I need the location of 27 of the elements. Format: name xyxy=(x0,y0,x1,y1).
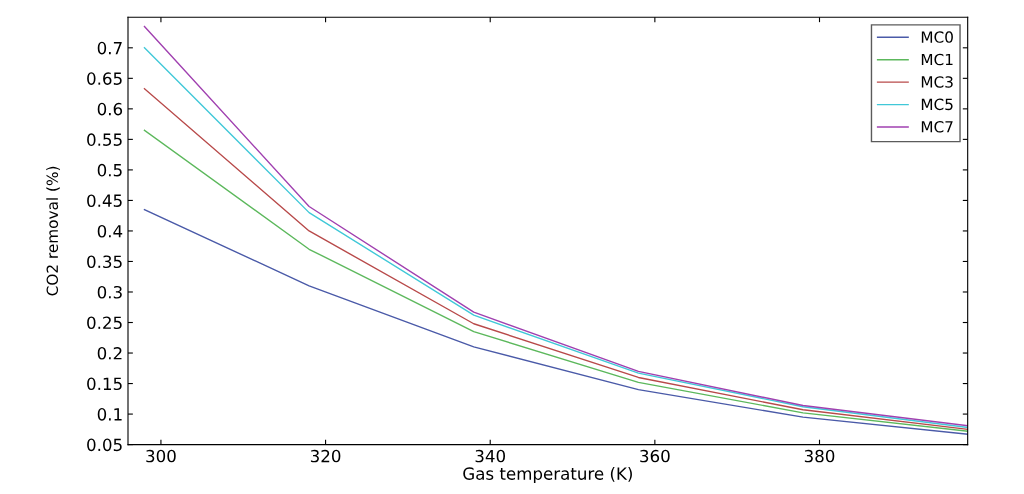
x-tick-label: 320 xyxy=(310,449,341,463)
legend-label: MC5 xyxy=(921,98,953,111)
legend-label: MC0 xyxy=(921,31,953,43)
x-tick-label: 380 xyxy=(804,449,835,463)
legend-label: MC1 xyxy=(921,53,953,66)
y-tick-label: 0.35 xyxy=(87,255,122,269)
y-tick-label: 0.7 xyxy=(97,41,122,55)
legend-label: MC7 xyxy=(921,121,953,133)
y-tick-label: 0.5 xyxy=(97,163,122,177)
y-tick-label: 0.4 xyxy=(97,224,123,238)
x-tick-label: 360 xyxy=(640,449,670,463)
y-axis-title: CO2 removal (%) xyxy=(46,166,60,296)
y-tick-label: 0.55 xyxy=(87,133,122,146)
x-axis-title: Gas temperature (K) xyxy=(463,467,632,484)
y-tick-label: 0.2 xyxy=(97,347,122,360)
x-tick-label: 300 xyxy=(146,449,176,463)
y-tick-label: 0.05 xyxy=(87,438,122,452)
y-tick-label: 0.3 xyxy=(97,285,122,299)
y-tick-label: 0.15 xyxy=(87,377,122,391)
y-tick-label: 0.65 xyxy=(87,72,122,85)
y-tick-label: 0.45 xyxy=(87,194,122,207)
line-series xyxy=(143,208,968,435)
y-tick-label: 0.1 xyxy=(97,408,122,421)
y-tick-label: 0.6 xyxy=(97,102,123,116)
x-tick-label: 340 xyxy=(475,449,506,463)
y-tick-label: 0.25 xyxy=(87,316,122,330)
legend-label: MC3 xyxy=(921,76,953,88)
